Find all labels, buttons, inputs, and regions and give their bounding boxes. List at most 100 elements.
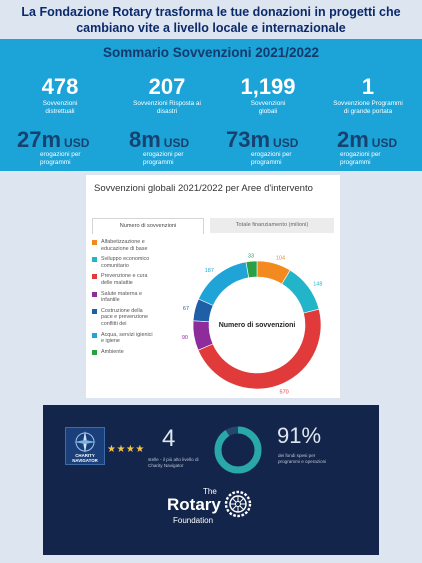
stat-label-line: globali — [258, 108, 278, 115]
foundation-panel: CHARITY NAVIGATOR ★★★★ 4 stelle - il più… — [43, 405, 379, 555]
chart-legend: Alfabetizzazione e educazione di base Svi… — [92, 239, 172, 359]
legend-item[interactable]: Costruzione della pace e prevenzione confl… — [92, 308, 172, 328]
stat-district-grants: 478 Sovvenzioni distrettuali — [22, 75, 98, 116]
money-label: erogazioni per programmi — [340, 151, 381, 167]
logo-foundation: Foundation — [173, 516, 214, 525]
stat-label: Sovvenzioni Risposta ai disastri — [122, 100, 212, 116]
legend-line: Alfabetizzazione e — [101, 239, 145, 245]
percent-text-line: dei fondi spesi per — [278, 453, 316, 458]
legend-swatch — [92, 274, 97, 280]
legend-swatch — [92, 240, 97, 245]
money-label-line: programmi — [340, 159, 371, 166]
percent-text-line: programmi e operazioni — [278, 459, 327, 464]
legend-line: Ambiente — [101, 348, 124, 355]
money-large-scale: 2m USD — [337, 127, 397, 153]
money-global: 73m USD — [226, 127, 298, 153]
legend-line: delle malattie — [101, 279, 133, 286]
legend-swatch — [92, 308, 97, 314]
stat-label-line: Sovvenzione Programmi — [333, 100, 403, 107]
stat-large-scale-grants: 1 Sovvenzione Programmi di grande portat… — [322, 75, 414, 116]
money-label-line: erogazioni per — [40, 151, 81, 158]
legend-line: comunitario — [101, 262, 129, 269]
tab-number-of-grants[interactable]: Numero di sovvenzioni — [92, 218, 204, 234]
slice-value-label: 90 — [182, 335, 188, 341]
legend-item[interactable]: Acqua, servizi igienici e igiene — [92, 332, 172, 345]
legend-line: educazione di base — [101, 245, 148, 252]
currency: USD — [273, 136, 299, 150]
logo-rotary: Rotary — [167, 495, 221, 514]
legend-line: Acqua, servizi igienici — [101, 331, 153, 338]
money-label: erogazioni per programmi — [40, 151, 81, 167]
legend-item[interactable]: Ambiente — [92, 349, 172, 356]
money-label-line: erogazioni per — [251, 151, 292, 158]
legend-line: infantile — [101, 297, 120, 304]
donut-slice[interactable] — [245, 260, 258, 279]
rotary-wheel-icon — [224, 490, 252, 518]
stat-label-line: Sovvenzioni — [42, 100, 78, 107]
rating-description: stelle - il più alto livello di Charity … — [148, 457, 199, 469]
slice-value-label: 104 — [276, 256, 285, 262]
money-label-line: programmi — [251, 159, 282, 166]
stat-value: 1,199 — [240, 74, 296, 99]
stat-global-grants: 1,199 Sovvenzioni globali — [228, 75, 308, 116]
legend-swatch — [92, 349, 97, 355]
money-district: 27m USD — [17, 127, 89, 153]
money-label: erogazioni per programmi — [143, 151, 184, 167]
currency: USD — [371, 136, 398, 150]
legend-line: Prevenzione e cura — [101, 273, 148, 280]
grants-summary-panel: Sommario Sovvenzioni 2021/2022 478 Sovve… — [0, 39, 422, 171]
charity-navigator-label: CHARITY NAVIGATOR — [72, 453, 98, 463]
stat-label-line: Sovvenzioni Risposta ai — [133, 100, 201, 107]
stat-label-line: distrettuali — [45, 108, 75, 115]
slice-value-label: 187 — [205, 268, 214, 274]
headline-line-1: La Fondazione Rotary trasforma le tue do… — [21, 5, 401, 19]
money-label: erogazioni per programmi — [251, 151, 292, 167]
stat-value: 1 — [361, 74, 375, 99]
stat-label: Sovvenzione Programmi di grande portata — [322, 100, 414, 116]
headline-line-2: cambiano vite a livello locale e interna… — [76, 21, 346, 35]
rating-text-line: Charity Navigator — [148, 463, 184, 468]
slice-value-label: 33 — [248, 253, 254, 259]
percent-description: dei fondi spesi per programmi e operazio… — [278, 453, 326, 465]
stat-label-line: di grande portata — [343, 108, 393, 115]
compass-icon — [74, 431, 96, 453]
legend-line: pace e prevenzione — [101, 314, 149, 321]
legend-line: Costruzione della — [101, 307, 143, 314]
headline: La Fondazione Rotary trasforma le tue do… — [0, 4, 422, 36]
chart-tabs: Numero di sovvenzioni Totale finanziamen… — [92, 218, 334, 234]
charity-navigator-badge: CHARITY NAVIGATOR — [65, 427, 105, 465]
money-value: 8m — [129, 127, 161, 152]
summary-title: Sommario Sovvenzioni 2021/2022 — [102, 45, 320, 60]
legend-line: Salute materna e — [101, 290, 143, 297]
legend-item[interactable]: Alfabetizzazione e educazione di base — [92, 239, 172, 252]
stat-label: Sovvenzioni globali — [228, 100, 308, 116]
legend-item[interactable]: Salute materna e infantile — [92, 291, 172, 304]
money-label-line: erogazioni per — [340, 151, 381, 158]
legend-line: conflitti dei — [101, 320, 127, 327]
legend-line: e igiene — [101, 338, 120, 345]
money-value: 73m — [226, 127, 271, 152]
stat-label: Sovvenzioni distrettuali — [22, 100, 98, 116]
star-rating-icon: ★★★★ — [107, 444, 145, 455]
donut-chart: 104 148 570 90 67 187 33 Numero di sovvenzioni — [182, 253, 323, 395]
legend-swatch — [92, 291, 97, 297]
money-label-line: erogazioni per — [143, 151, 184, 158]
donut-slice[interactable] — [281, 269, 320, 314]
legend-swatch — [92, 257, 97, 263]
money-label-line: programmi — [40, 159, 71, 166]
stat-value: 478 — [41, 74, 79, 99]
rating-text-line: stelle - il più alto livello di — [148, 457, 199, 462]
percent-value: 91% — [277, 423, 322, 448]
money-disaster: 8m USD — [129, 127, 189, 153]
tab-total-funding[interactable]: Totale finanziamento (milioni) — [210, 218, 334, 233]
card-title: Sovvenzioni globali 2021/2022 per Aree d… — [94, 183, 313, 194]
legend-item[interactable]: Sviluppo economico comunitario — [92, 256, 172, 269]
currency: USD — [64, 136, 90, 150]
stat-value: 207 — [148, 74, 186, 99]
legend-line: Sviluppo economico — [101, 256, 150, 263]
donut-center-label: Numero di sovvenzioni — [219, 322, 296, 329]
stat-disaster-grants: 207 Sovvenzioni Risposta ai disastri — [122, 75, 212, 116]
legend-item[interactable]: Prevenzione e cura delle malattie — [92, 273, 172, 286]
percent-ring — [214, 426, 262, 474]
rating-value: 4 — [162, 425, 176, 452]
